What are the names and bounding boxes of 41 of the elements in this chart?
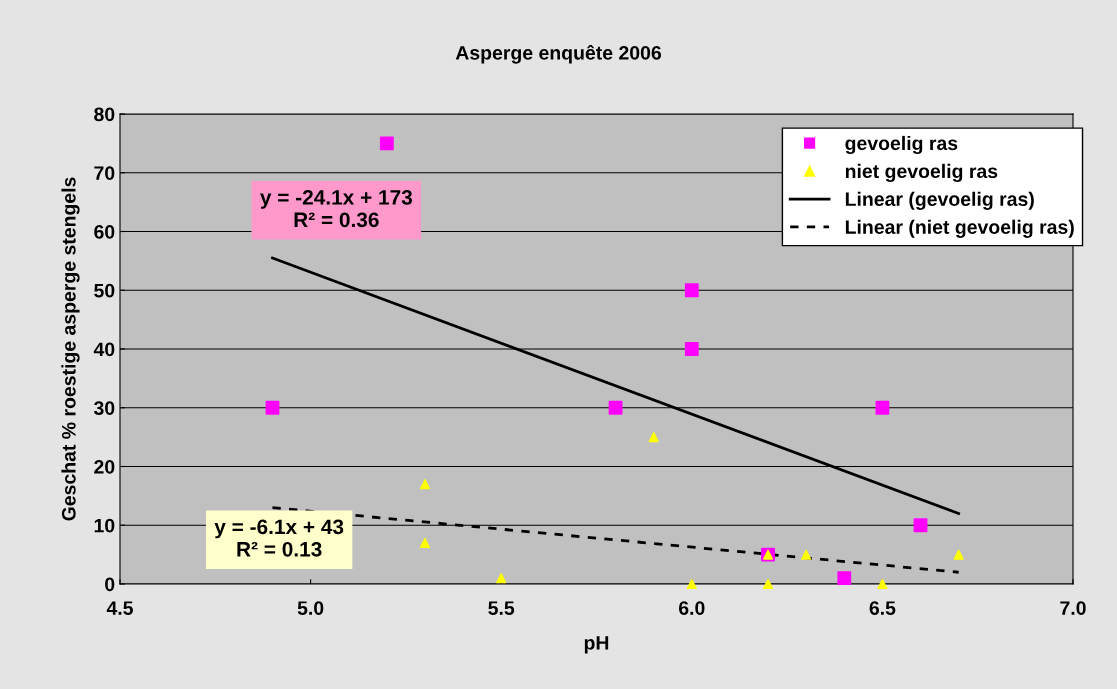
- point: [801, 549, 812, 560]
- y-tick-label: 80: [94, 107, 115, 122]
- point: [419, 479, 431, 490]
- point: [686, 578, 697, 590]
- point: [684, 342, 699, 356]
- x-tick-label: 7.0: [1060, 601, 1086, 615]
- point: [684, 283, 699, 298]
- y-tick-label: 20: [94, 459, 115, 474]
- annotation: y = -6.1x + 43 R² = 0.13: [214, 519, 344, 557]
- x-tick-label: 6.5: [869, 601, 896, 615]
- point: [762, 578, 774, 590]
- chart-title: Asperge enquête 2006: [455, 45, 662, 64]
- point: [953, 549, 964, 560]
- point: [608, 400, 623, 415]
- x-axis-title: pH: [584, 636, 609, 654]
- annotation: y = -24.1x + 173 R² = 0.36: [260, 189, 413, 228]
- point: [837, 571, 852, 586]
- point: [875, 400, 890, 415]
- y-tick-label: 60: [94, 224, 115, 239]
- legend-label: niet gevoelig ras: [845, 163, 998, 183]
- x-tick-label: 5.5: [488, 601, 515, 615]
- point: [913, 518, 928, 533]
- y-tick-label: 50: [94, 283, 115, 298]
- legend-label: Linear (niet gevoelig ras): [845, 219, 1074, 238]
- x-tick-label: 4.5: [106, 601, 133, 615]
- x-tick-label: 6.0: [679, 601, 705, 615]
- x-tick-label: 5.0: [297, 601, 324, 615]
- legend-label: gevoelig ras: [845, 135, 958, 155]
- y-tick-label: 70: [94, 166, 115, 180]
- legend-label: Linear (gevoelig ras): [845, 191, 1034, 210]
- point: [379, 136, 394, 151]
- point: [877, 578, 888, 590]
- y-tick-label: 40: [93, 342, 115, 357]
- point: [265, 400, 280, 415]
- point: [419, 537, 431, 548]
- y-tick-label: 10: [94, 518, 115, 533]
- y-tick-label: 30: [93, 401, 115, 416]
- y-axis-title: Geschat % roestige asperge stengels: [61, 177, 80, 521]
- y-tick-label: 0: [105, 577, 115, 592]
- point: [496, 573, 507, 584]
- point: [648, 432, 659, 443]
